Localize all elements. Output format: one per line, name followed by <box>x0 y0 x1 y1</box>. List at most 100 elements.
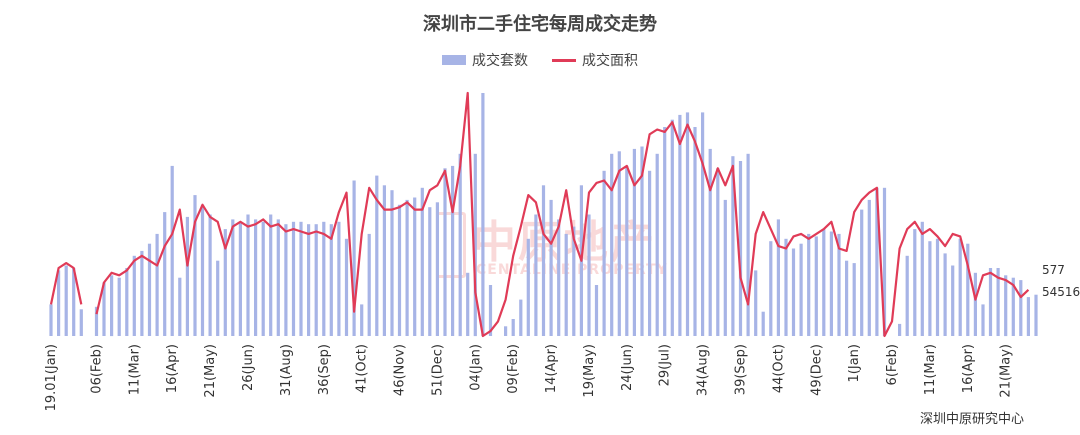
x-tick-label: 44(Oct) <box>771 344 786 393</box>
bar-units <box>428 207 432 336</box>
bar-units <box>701 112 705 337</box>
bar-units <box>663 127 667 336</box>
bar-units <box>49 304 53 336</box>
x-tick-label: 06(Feb) <box>90 344 105 394</box>
x-axis-ticks: 19.01(Jan) 06(Feb) 11(Mar) 16(Apr) 21(May) 26… <box>44 344 1014 411</box>
bar-units <box>64 265 68 336</box>
bar-units <box>451 165 455 336</box>
bar-units <box>269 214 273 336</box>
bar-units <box>761 311 765 336</box>
bar-units <box>140 250 144 336</box>
bar-units <box>367 233 371 336</box>
bar-units <box>966 243 970 336</box>
x-tick-label: 24(Jun) <box>620 344 635 391</box>
x-tick-label: 11(Mar) <box>127 344 142 395</box>
legend-item-area[interactable]: 成交面积 <box>552 50 638 70</box>
bar-units <box>405 199 409 336</box>
chart-title: 深圳市二手住宅每周成交走势 <box>423 14 657 35</box>
bar-units <box>602 170 606 336</box>
bar-units <box>791 248 796 336</box>
bar-units <box>390 190 394 336</box>
bar-units <box>822 229 826 336</box>
bar-units <box>996 268 1000 336</box>
bar-units <box>1011 277 1015 336</box>
x-tick-label: 04(Jan) <box>468 344 483 391</box>
bars-layer <box>49 93 1038 337</box>
watermark-text: 中原地产 <box>472 217 656 268</box>
x-tick-label: 6(Feb) <box>885 344 900 385</box>
x-tick-label: 19.01(Jan) <box>44 344 59 411</box>
bar-units <box>549 199 553 336</box>
bar-units <box>72 268 76 336</box>
bar-units <box>943 253 947 336</box>
bar-units <box>375 175 379 336</box>
bar-units <box>132 255 136 336</box>
bar-units <box>648 170 652 336</box>
bar-units <box>344 238 349 336</box>
bar-units <box>231 219 235 336</box>
bar-units <box>913 229 917 336</box>
bar-units <box>731 156 735 336</box>
legend: 成交套数 成交面积 <box>0 50 1080 70</box>
source-note: 深圳中原研究中心 <box>919 412 1024 427</box>
bar-units <box>511 319 515 336</box>
bar-units <box>473 153 477 337</box>
bar-units <box>223 229 227 336</box>
bar-units <box>261 221 265 336</box>
bar-units <box>254 219 258 336</box>
bar-units <box>541 185 546 336</box>
bar-units <box>458 153 462 337</box>
bar-units <box>435 202 439 336</box>
bar-units <box>769 241 773 336</box>
legend-label-units: 成交套数 <box>472 53 528 69</box>
bar-units <box>185 216 189 336</box>
bar-units <box>216 260 220 336</box>
legend-item-units[interactable]: 成交套数 <box>442 50 528 70</box>
bar-units <box>746 153 750 337</box>
bar-units <box>413 197 417 336</box>
bar-units <box>572 226 576 336</box>
bar-units <box>738 161 743 336</box>
bar-units <box>117 277 121 336</box>
x-tick-label: 21(May) <box>203 344 218 398</box>
x-tick-label: 36(Sep) <box>317 344 332 395</box>
bar-units <box>314 224 318 336</box>
bar-units <box>526 238 530 336</box>
bar-units <box>1034 294 1038 336</box>
bar-units <box>754 270 758 336</box>
bar-units <box>988 268 993 336</box>
last-value-label: 577 <box>1042 263 1065 277</box>
bar-units <box>655 153 659 337</box>
bar-units <box>807 233 811 336</box>
bar-units <box>776 219 780 336</box>
bar-units <box>845 260 849 336</box>
bar-units <box>284 224 288 336</box>
bar-units <box>935 238 940 336</box>
bar-units <box>276 219 280 336</box>
bar-units <box>397 204 402 336</box>
bar-units <box>852 263 856 336</box>
bar-units <box>920 221 924 336</box>
x-tick-label: 19(May) <box>582 344 597 398</box>
last-value-label: 54516 <box>1042 285 1080 299</box>
line-area <box>49 262 83 305</box>
x-tick-label: 14(Apr) <box>544 344 559 393</box>
x-tick-label: 09(Feb) <box>506 344 521 394</box>
x-tick-label: 1(Jan) <box>847 344 862 382</box>
bar-units <box>238 221 242 336</box>
bar-units <box>587 214 591 336</box>
bar-units <box>928 241 932 336</box>
bar-units <box>94 306 99 336</box>
legend-bar-swatch <box>442 55 466 65</box>
bar-units <box>307 224 311 336</box>
x-tick-label: 46(Nov) <box>393 344 408 396</box>
bar-units <box>200 204 205 336</box>
bar-units <box>481 93 485 336</box>
bar-units <box>958 238 962 336</box>
bar-units <box>632 148 636 336</box>
bar-units <box>617 151 621 336</box>
x-tick-label: 21(May) <box>999 344 1014 398</box>
bar-units <box>337 221 341 336</box>
bar-units <box>898 323 902 336</box>
